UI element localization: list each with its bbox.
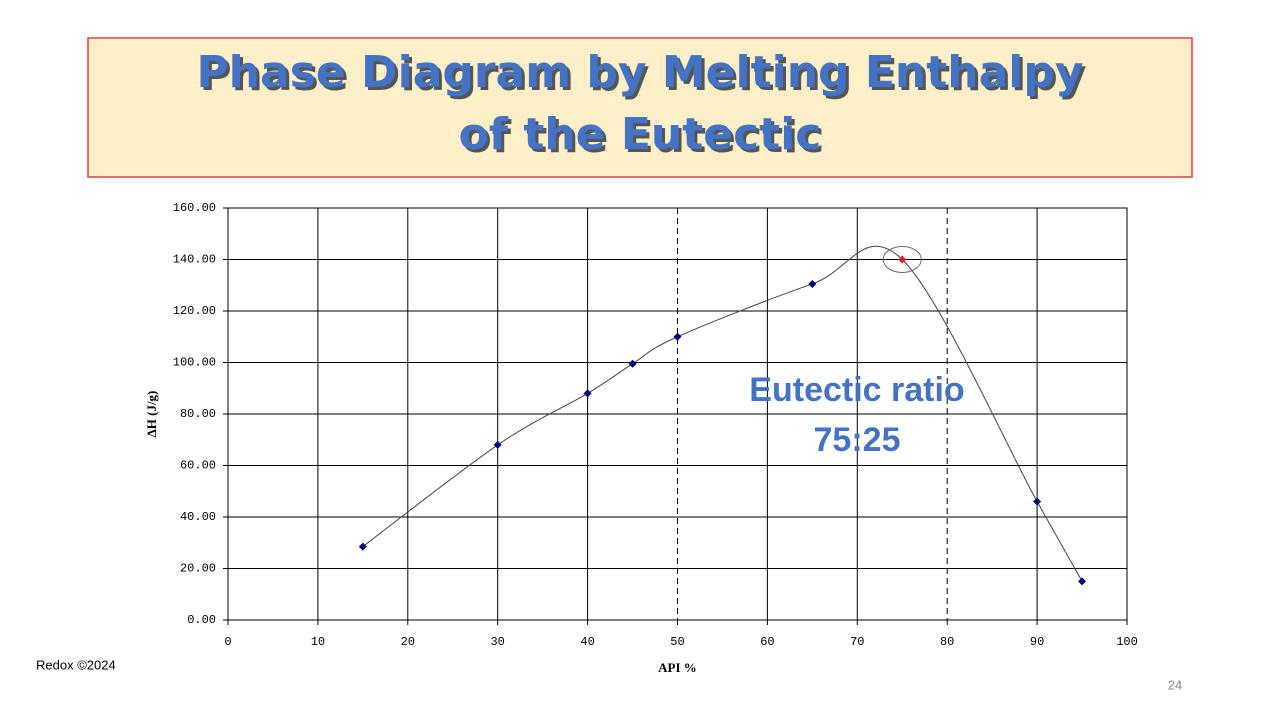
data-point	[628, 359, 637, 368]
y-axis-label: ΔH (J/g)	[144, 391, 159, 438]
data-point	[493, 440, 502, 449]
title: of the Eutectic	[459, 109, 822, 160]
x-axis-label: API %	[658, 660, 697, 675]
x-tick-label: 50	[670, 635, 684, 649]
x-tick-label: 10	[311, 635, 325, 649]
data-point	[808, 279, 817, 288]
y-tick-label: 60.00	[180, 459, 216, 473]
plot-frame	[227, 207, 1128, 621]
chart: 0.00 20.00 40.00 60.00 80.00 100.00 120.00 140.…	[144, 201, 1138, 675]
title-shadow: Phase Diagram by Melting Enthalpy	[199, 50, 1086, 101]
data-point	[673, 332, 682, 341]
y-tick-label: 0.00	[187, 613, 216, 627]
highlight-circle	[882, 246, 922, 273]
x-tick-label: 20	[401, 635, 415, 649]
data-point	[1033, 497, 1042, 506]
data-point	[583, 389, 592, 398]
title-box	[87, 37, 1193, 178]
title: Phase Diagram by Melting Enthalpy	[196, 47, 1083, 98]
y-tick-label: 100.00	[173, 356, 216, 370]
x-tick-label: 100	[1116, 635, 1138, 649]
y-tick-label: 120.00	[173, 304, 216, 318]
title-shadow: of the Eutectic	[462, 112, 825, 163]
y-tick-label: 80.00	[180, 407, 216, 421]
x-tick-label: 80	[940, 635, 954, 649]
data-point	[898, 255, 907, 264]
trend-line	[362, 245, 1083, 582]
x-tick-label: 60	[760, 635, 774, 649]
x-tick-label: 0	[224, 635, 231, 649]
footer: Redox ©2024	[36, 657, 116, 672]
x-tick-label: 40	[580, 635, 594, 649]
x-tick-label: 90	[1030, 635, 1044, 649]
data-point	[358, 542, 367, 551]
x-tick-label: 70	[850, 635, 864, 649]
annotation: 75:25	[814, 421, 901, 459]
page-number: 24	[1168, 677, 1182, 692]
data-point	[1078, 577, 1087, 586]
annotation: Eutectic ratio	[749, 371, 964, 409]
x-tick-label: 30	[490, 635, 504, 649]
y-tick-label: 20.00	[180, 562, 216, 576]
y-tick-label: 140.00	[173, 253, 216, 267]
y-tick-label: 160.00	[173, 201, 216, 215]
y-tick-label: 40.00	[180, 510, 216, 524]
